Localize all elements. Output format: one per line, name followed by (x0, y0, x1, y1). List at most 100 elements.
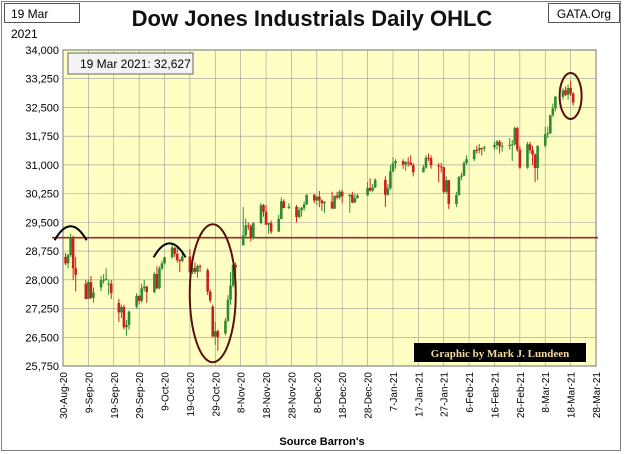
ohlc-bar (196, 264, 199, 278)
ohlc-bar (465, 155, 468, 165)
ohlc-bar (231, 264, 235, 288)
plot-area (62, 49, 597, 367)
highlight-oval (188, 223, 237, 364)
ohlc-bar (206, 268, 209, 296)
highlight-oval (558, 71, 583, 120)
ohlc-bar (127, 310, 131, 330)
ohlc-bar (74, 256, 77, 292)
ohlc-bar (312, 193, 316, 204)
y-tick-label: 27,250 (25, 304, 59, 316)
ohlc-bar (528, 141, 532, 154)
ohlc-bar (229, 272, 232, 305)
ohlc-bar (531, 145, 534, 165)
ohlc-bar (262, 203, 265, 217)
x-tick-label: 17-Jan-21 (414, 372, 425, 417)
y-tick-label: 34,000 (25, 45, 59, 57)
ohlc-bar (353, 193, 357, 204)
source-tag: GATA.Org (548, 3, 620, 23)
ohlc-bar (495, 140, 499, 150)
ohlc-bar (102, 274, 105, 284)
date-tag: 19 Mar 2021 (4, 3, 80, 41)
ohlc-bar (498, 140, 501, 154)
ohlc-bar (460, 172, 463, 181)
ohlc-bar (391, 157, 395, 173)
ohlc-bar (135, 293, 138, 309)
ohlc-bar (389, 164, 392, 190)
ohlc-bar (249, 224, 253, 242)
ohlc-bar (472, 149, 476, 162)
x-tick-label: 28-Mar-21 (592, 372, 603, 419)
y-tick-label: 32,500 (25, 102, 59, 114)
ohlc-bar (564, 86, 567, 96)
ohlc-bar (373, 178, 377, 188)
ohlc-bar (213, 321, 217, 345)
ohlc-bar (513, 126, 517, 146)
ohlc-bar (198, 264, 202, 273)
ohlc-bar (424, 155, 428, 169)
x-tick-label: 29-Oct-20 (211, 372, 222, 417)
ohlc-bar (394, 159, 397, 169)
ohlc-bar (536, 145, 539, 181)
ohlc-bar (297, 207, 301, 219)
ohlc-bar (462, 161, 466, 177)
ohlc-bar (427, 153, 430, 162)
ohlc-bar (371, 184, 374, 192)
ohlc-bar (543, 126, 547, 148)
ohlc-bar (277, 214, 281, 232)
ohlc-bar (335, 191, 339, 200)
ohlc-bar (411, 162, 415, 177)
ohlc-bar (287, 203, 291, 209)
credit-label: Graphic by Mark J. Lundeen (431, 348, 569, 360)
ohlc-bar (569, 80, 572, 96)
x-tick-label: 18-Dec-20 (338, 372, 349, 419)
x-tick-label: 18-Nov-20 (262, 372, 273, 419)
y-tick-label: 31,750 (25, 131, 59, 143)
ohlc-bar (226, 295, 230, 322)
ohlc-bar (216, 329, 220, 351)
y-tick-label: 26,500 (25, 332, 59, 344)
ohlc-bar (348, 193, 352, 213)
ohlc-bar (252, 222, 255, 240)
ohlc-bar (516, 126, 519, 152)
ohlc-bar (69, 233, 72, 257)
ohlc-bar (295, 205, 298, 223)
ohlc-bar (571, 92, 575, 106)
ohlc-bar (188, 249, 192, 275)
ohlc-bar (120, 304, 123, 319)
ohlc-bar (384, 176, 387, 208)
ohlc-bar (338, 189, 341, 200)
ohlc-bar (163, 256, 166, 265)
ohlc-bar (279, 197, 283, 220)
x-tick-label: 8-Nov-20 (237, 372, 248, 414)
peak-arc (152, 242, 187, 258)
x-tick-label: 7-Jan-21 (389, 372, 400, 412)
ohlc-bar (305, 194, 308, 206)
ohlc-bar (561, 88, 565, 100)
ohlc-bar (406, 157, 410, 167)
ohlc-bar (437, 162, 440, 183)
ohlc-bar (145, 285, 149, 303)
x-axis-title: Source Barron's (279, 436, 364, 448)
ohlc-bar (153, 272, 156, 294)
chart-title: Dow Jones Industrials Daily OHLC (131, 6, 493, 31)
y-tick-label: 33,250 (25, 74, 59, 86)
ohlc-bar (546, 126, 550, 139)
ohlc-bar (401, 159, 405, 169)
ohlc-bar (64, 253, 67, 266)
ohlc-bar (566, 84, 570, 100)
y-tick-label: 31,000 (25, 160, 59, 172)
ohlc-bar (193, 262, 197, 275)
ohlc-bar (158, 266, 161, 290)
ohlc-bar (246, 222, 250, 231)
ohlc-bar (315, 195, 319, 206)
ohlc-bar (224, 318, 227, 336)
ohlc-bar (302, 201, 306, 211)
ohlc-bar (241, 207, 245, 246)
ohlc-bar (282, 199, 286, 209)
ohlc-bar (122, 304, 126, 330)
ohlc-bar (84, 279, 88, 299)
ohlc-bar (137, 295, 141, 304)
x-tick-label: 6-Feb-21 (465, 372, 476, 413)
ohlc-bar (439, 162, 443, 173)
ohlc-bar (508, 138, 512, 150)
